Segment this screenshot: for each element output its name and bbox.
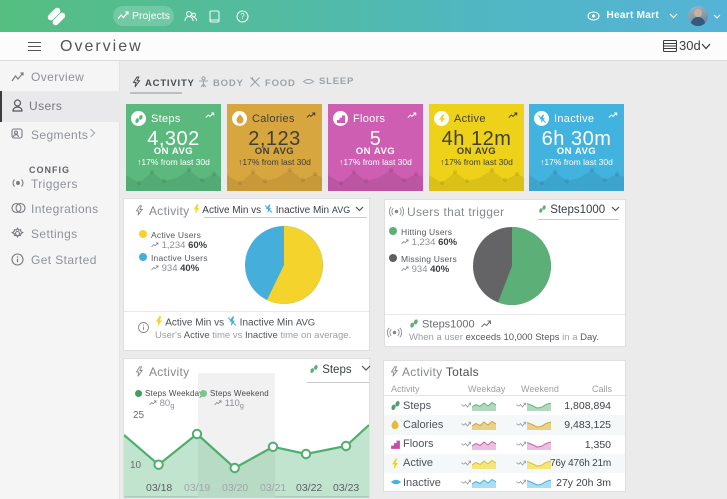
svg-text:?: ? (240, 12, 245, 21)
